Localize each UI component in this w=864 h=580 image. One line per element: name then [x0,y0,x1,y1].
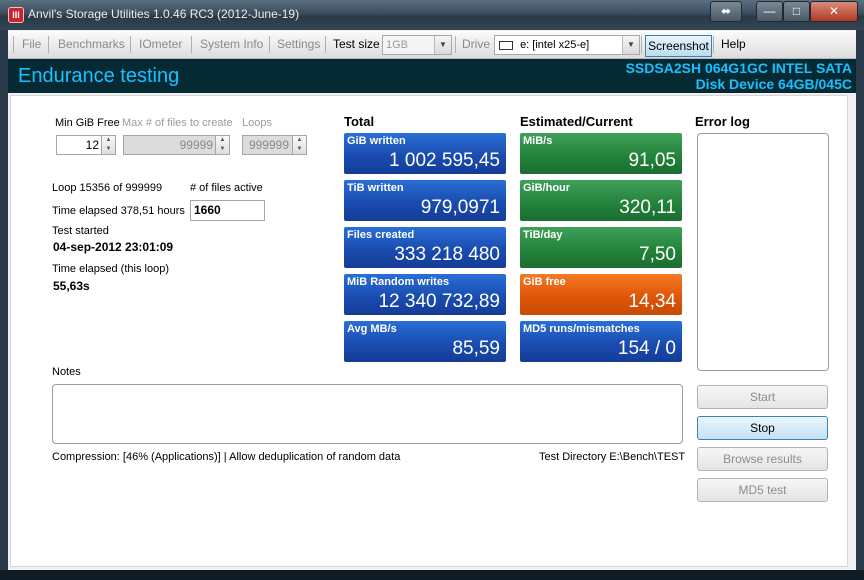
maximize-button[interactable]: □ [783,1,810,22]
tile-label: GiB free [523,276,566,288]
max-files-label: Max # of files to create [122,117,233,129]
compression-info: Compression: [46% (Applications)] | Allo… [52,451,401,463]
tile-value: 979,0971 [420,197,500,218]
test-directory-info: Test Directory E:\Bench\TEST [539,451,686,463]
menu-separator [713,36,714,53]
tile-value: 85,59 [452,338,500,359]
header-band [8,59,856,93]
tile-label: Avg MB/s [347,323,397,335]
tile-tib-per-day: TiB/day 7,50 [520,227,682,268]
tile-gib-free: GiB free 14,34 [520,274,682,315]
loop-elapsed-value: 55,63s [53,279,90,293]
menu-separator [13,36,14,53]
tile-avg-mbs: Avg MB/s 85,59 [344,321,506,362]
taskbar [0,570,864,580]
md5-test-button[interactable]: MD5 test [697,478,828,502]
time-elapsed-total: Time elapsed 378,51 hours [52,205,185,217]
app-icon: III [8,7,24,23]
device-name-line1: SSDSA2SH 064G1GC INTEL SATA [625,60,852,76]
menu-benchmarks[interactable]: Benchmarks [58,37,125,51]
tile-label: MiB Random writes [347,276,450,288]
menu-file[interactable]: File [22,37,42,51]
page-title: Endurance testing [18,65,180,87]
min-gib-free-input[interactable]: 12 [56,135,103,155]
tile-label: TiB written [347,182,404,194]
tile-label: MiB/s [523,135,553,147]
estimates-heading: Estimated/Current [520,114,633,129]
drive-value: e: [intel x25-e] [520,39,590,51]
menu-separator [130,36,131,53]
test-size-value: 1GB [386,39,409,51]
tile-mib-per-sec: MiB/s 91,05 [520,133,682,174]
tile-md5-runs: MD5 runs/mismatches 154 / 0 [520,321,682,362]
menu-separator [325,36,326,53]
minimize-button[interactable]: — [756,1,783,22]
start-button[interactable]: Start [697,385,828,409]
close-button[interactable]: ✕ [810,1,858,22]
loops-input[interactable]: 999999 [242,135,293,155]
notes-textarea[interactable] [52,384,683,444]
menu-separator [455,36,456,53]
resize-button[interactable]: ⬌ [710,1,742,22]
tile-gib-per-hour: GiB/hour 320,11 [520,180,682,221]
total-heading: Total [344,114,375,129]
tile-label: GiB/hour [523,182,571,194]
menu-separator [641,36,642,53]
menu-separator [48,36,49,53]
tile-value: 1 002 595,45 [389,150,500,171]
max-files-stepper[interactable]: ▲ ▼ [215,135,230,155]
menu-system-info[interactable]: System Info [200,37,264,51]
menu-separator [191,36,192,53]
browse-results-button[interactable]: Browse results [697,447,828,471]
tile-gib-written: GiB written 1 002 595,45 [344,133,506,174]
chevron-down-icon: ▼ [622,36,639,54]
tile-value: 154 / 0 [617,338,676,359]
tile-value: 320,11 [619,197,676,218]
drive-select[interactable]: e: [intel x25-e] ▼ [494,35,640,55]
tile-label: Files created [347,229,415,241]
error-log-box[interactable] [697,133,829,371]
menu-settings[interactable]: Settings [277,37,321,51]
tile-label: MD5 runs/mismatches [523,323,640,335]
loops-label: Loops [242,117,272,129]
tile-value: 91,05 [628,150,676,171]
screenshot-button[interactable]: Screenshot [645,35,712,57]
chevron-down-icon: ▼ [434,36,451,54]
device-name-line2: Disk Device 64GB/045C [695,76,852,92]
menu-separator [269,36,270,53]
loop-elapsed-label: Time elapsed (this loop) [52,263,169,275]
loop-counter: Loop 15356 of 999999 [52,182,163,194]
tile-files-created: Files created 333 218 480 [344,227,506,268]
tile-value: 12 340 732,89 [378,291,500,312]
tile-mib-random-writes: MiB Random writes 12 340 732,89 [344,274,506,315]
tile-value: 7,50 [639,244,676,265]
menu-iometer[interactable]: IOmeter [139,37,183,51]
test-size-label: Test size [333,37,380,51]
tile-value: 333 218 480 [394,244,500,265]
min-gib-free-label: Min GiB Free [55,117,120,129]
drive-label: Drive [462,37,491,51]
test-started-value: 04-sep-2012 23:01:09 [53,240,174,254]
tile-label: TiB/day [523,229,563,241]
tile-value: 14,34 [628,291,676,312]
min-gib-free-stepper[interactable]: ▲ ▼ [101,135,116,155]
test-size-select[interactable]: 1GB ▼ [382,35,452,55]
window-title: Anvil's Storage Utilities 1.0.46 RC3 (20… [28,7,300,21]
tile-label: GiB written [347,135,406,147]
tile-tib-written: TiB written 979,0971 [344,180,506,221]
error-log-heading: Error log [695,114,750,129]
test-started-label: Test started [52,225,109,237]
notes-label: Notes [52,366,81,378]
max-files-input[interactable]: 99999 [123,135,217,155]
loops-stepper[interactable]: ▲ ▼ [292,135,307,155]
files-active-field[interactable]: 1660 [190,200,265,221]
files-active-label: # of files active [190,182,263,194]
menu-help[interactable]: Help [721,37,746,51]
drive-icon [499,40,513,50]
stop-button[interactable]: Stop [697,416,828,440]
